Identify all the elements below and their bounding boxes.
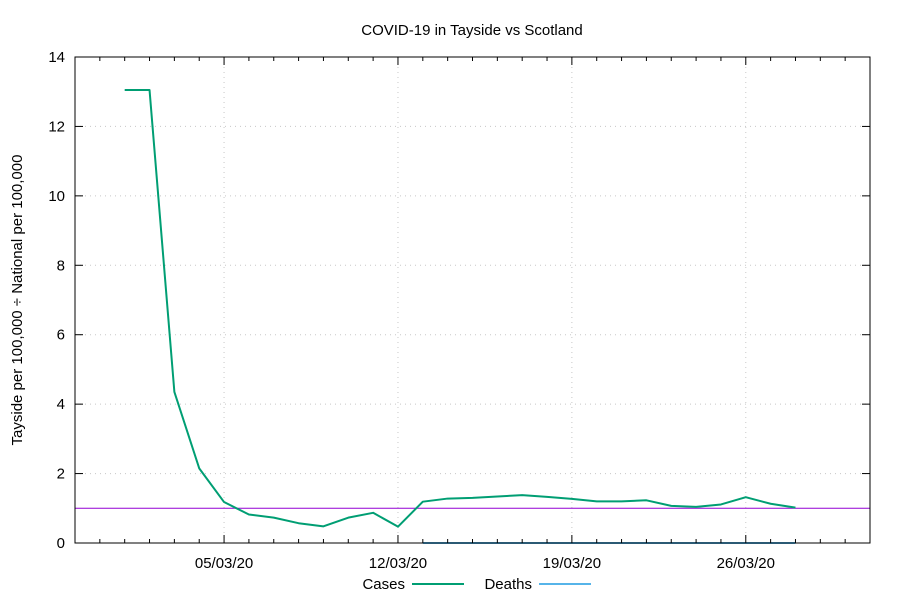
x-tick-label: 26/03/20	[717, 555, 775, 572]
chart-title: COVID-19 in Tayside vs Scotland	[361, 22, 583, 39]
axis-ticks: 0 2 4 6 8 10 12 14 05/03/20 12/03/20 19/03/20 26/03…	[48, 49, 871, 572]
x-tick-label: 12/03/20	[369, 555, 427, 572]
plot-frame	[74, 56, 871, 544]
y-tick-label: 14	[48, 49, 65, 66]
y-tick-label: 12	[48, 118, 65, 135]
y-tick-label: 4	[57, 396, 65, 413]
y-tick-label: 6	[57, 327, 65, 344]
y-axis-label: Tayside per 100,000 ÷ National per 100,0…	[9, 155, 26, 446]
y-tick-label: 0	[57, 535, 65, 552]
grid	[75, 57, 870, 543]
y-tick-label: 10	[48, 188, 65, 205]
series-lines	[124, 88, 796, 544]
legend-label-deaths: Deaths	[484, 576, 532, 593]
legend-label-cases: Cases	[362, 576, 405, 593]
legend: Cases Deaths	[362, 576, 591, 593]
series-line-cases	[124, 88, 796, 528]
y-tick-label: 8	[57, 257, 65, 274]
plot-border	[74, 56, 871, 544]
x-tick-label: 19/03/20	[543, 555, 601, 572]
y-tick-label: 2	[57, 466, 65, 483]
x-tick-label: 05/03/20	[195, 555, 253, 572]
